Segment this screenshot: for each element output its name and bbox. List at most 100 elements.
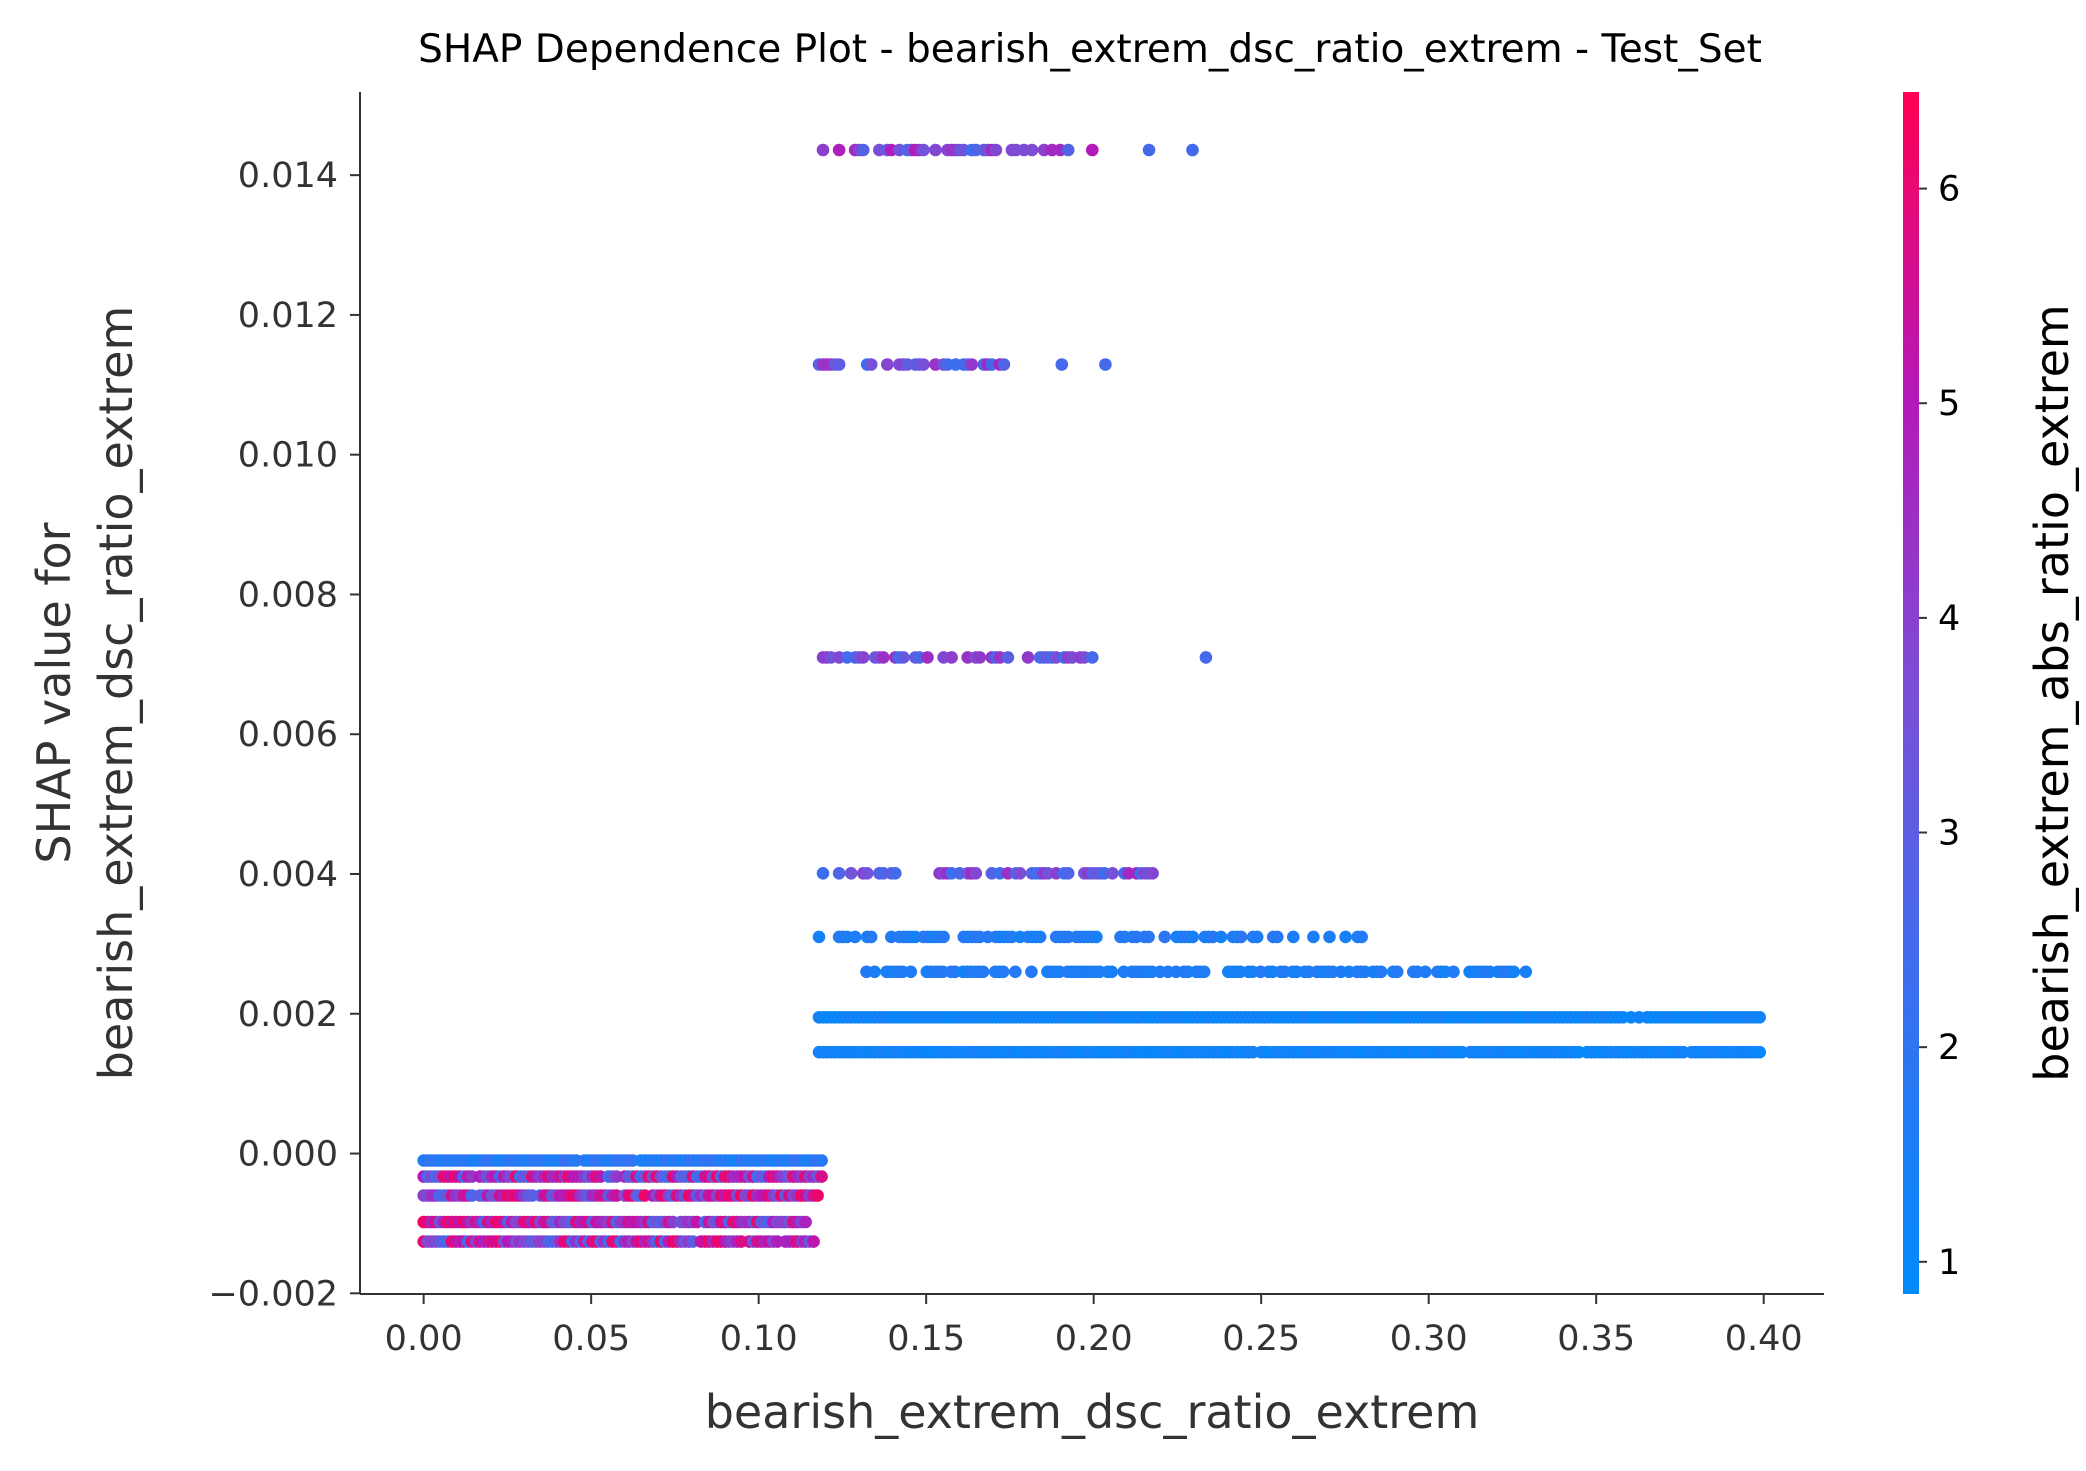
data-point [1001,651,1015,664]
colorbar-ticks: 1 2 3 4 5 6 [1919,170,1960,1283]
y-tick-label: 0.000 [238,1135,338,1175]
data-point [1507,965,1521,979]
y-tick-label: −0.002 [208,1274,338,1314]
data-point [1099,358,1112,371]
data-point [1753,1011,1766,1024]
data-point [945,651,958,664]
data-point [832,358,846,371]
x-axis-ticks: 0.00 0.05 0.10 0.15 0.20 0.25 0.30 0.35 0.40 [385,1294,1803,1359]
data-point [937,930,950,944]
data-point [996,965,1010,979]
data-point [1105,965,1119,979]
data-point [864,358,878,371]
data-point [816,143,830,157]
colorbar-tick-label: 5 [1938,384,1960,424]
data-point [973,651,987,664]
x-tick-label: 0.35 [1557,1319,1635,1359]
data-point [1086,143,1099,157]
data-point [965,358,978,371]
data-point [1090,930,1103,944]
data-point [1355,930,1368,944]
data-point [815,1154,828,1167]
data-point [1199,651,1213,664]
y-tick-label: 0.012 [238,296,338,336]
chart-title: SHAP Dependence Plot - bearish_extrem_ds… [418,27,1762,72]
data-point [976,965,990,979]
data-point [929,143,942,157]
data-point [1390,965,1404,979]
colorbar [1903,92,1919,1294]
y-tick-label: 0.006 [238,715,338,755]
x-tick-label: 0.30 [1390,1319,1468,1359]
data-point [1009,965,1022,979]
data-point [1106,867,1119,880]
data-point [864,930,878,944]
data-point [856,143,870,157]
data-point [1033,930,1047,944]
data-point [799,1215,812,1229]
data-point [904,965,918,979]
data-point [848,930,862,944]
data-point [889,867,902,880]
colorbar-tick-label: 6 [1938,170,1960,210]
colorbar-tick-label: 1 [1938,1243,1960,1283]
data-point [1142,143,1156,157]
colorbar-tick-label: 3 [1938,814,1960,854]
data-point [1158,930,1171,944]
data-point [989,143,1003,157]
x-tick-label: 0.15 [887,1319,965,1359]
data-point [1339,930,1352,944]
data-point [868,965,881,979]
data-point [1186,143,1199,157]
x-tick-label: 0.25 [1222,1319,1300,1359]
data-point [1025,143,1039,157]
data-point [1519,965,1533,979]
data-point [897,651,910,664]
x-tick-label: 0.05 [552,1319,630,1359]
data-point [881,358,894,371]
y-tick-label: 0.010 [238,436,338,476]
y-tick-label: 0.002 [238,995,338,1035]
data-point [1197,965,1211,979]
data-point [1214,930,1228,944]
x-axis-title: bearish_extrem_dsc_ratio_extrem [705,1385,1480,1439]
data-point [1021,651,1035,664]
x-tick-label: 0.10 [720,1319,798,1359]
data-point [917,143,930,157]
data-point [1271,930,1284,944]
data-point [1061,867,1075,880]
data-point [1753,1045,1766,1059]
data-point [1250,930,1264,944]
data-point [832,143,846,157]
data-point [816,867,830,880]
data-point [1419,965,1432,979]
y-tick-label: 0.014 [238,156,338,196]
y-tick-label: 0.004 [238,855,338,895]
colorbar-tick-label: 2 [1938,1028,1960,1068]
scatter-points [417,143,1766,1248]
data-point [877,651,890,664]
x-tick-label: 0.00 [385,1319,463,1359]
data-point [1323,930,1336,944]
data-point [1287,930,1300,944]
data-point [1055,358,1069,371]
data-point [1307,930,1320,944]
data-point [1061,143,1075,157]
data-point [1447,965,1460,979]
colorbar-tick-label: 4 [1938,599,1960,639]
axes [359,92,1824,1295]
data-point [856,651,870,664]
data-point [860,867,874,880]
data-point [997,358,1011,371]
data-point [1186,930,1200,944]
colorbar-title: bearish_extrem_abs_ratio_extrem [2025,304,2079,1081]
data-point [812,930,826,944]
y-axis-title-line2: bearish_extrem_dsc_ratio_extrem [89,306,143,1081]
data-point [811,1189,824,1202]
data-point [1013,867,1027,880]
y-axis-ticks: −0.002 0.000 0.002 0.004 0.006 0.008 0.010 0.01… [208,156,360,1314]
data-point [1234,930,1248,944]
x-tick-label: 0.40 [1725,1319,1803,1359]
data-point [921,651,934,664]
